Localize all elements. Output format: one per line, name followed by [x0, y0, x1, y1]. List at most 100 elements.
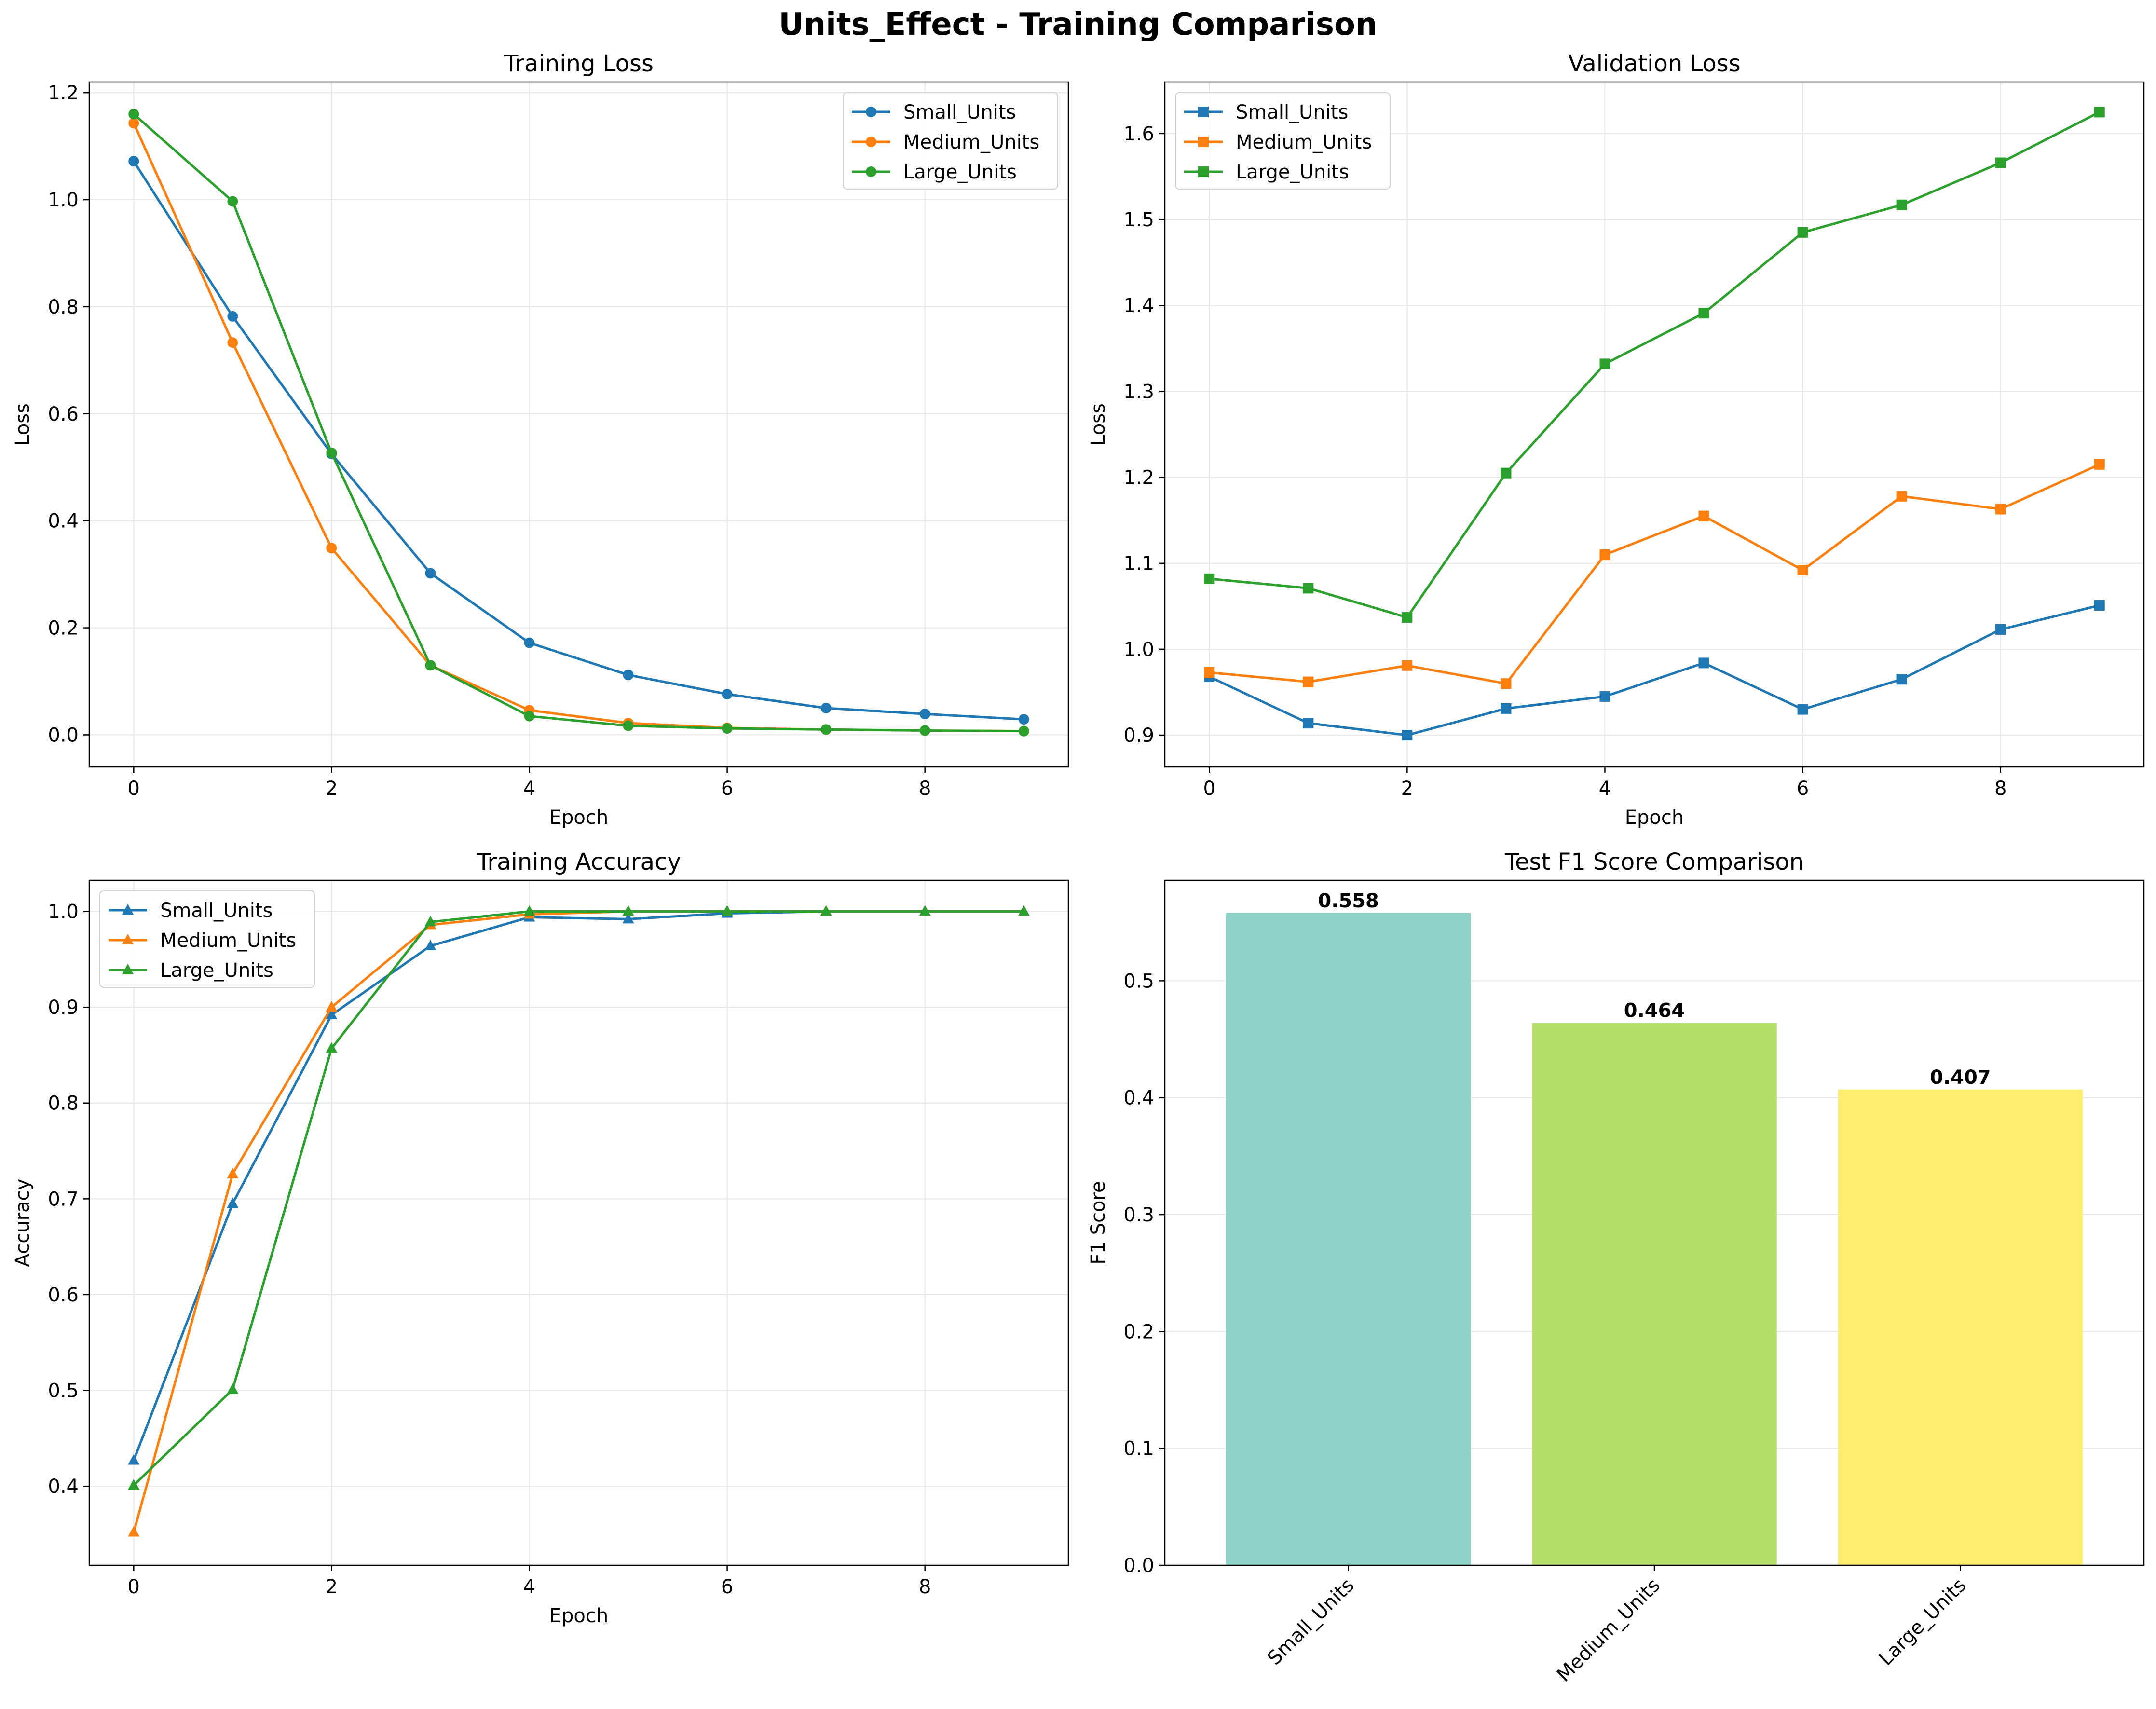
x-tick-label: 0	[128, 1576, 140, 1598]
data-point	[1599, 691, 1610, 702]
data-point	[326, 543, 337, 554]
data-point	[1698, 510, 1709, 521]
data-point	[326, 1001, 338, 1012]
data-point	[1204, 667, 1215, 678]
y-tick-label: 1.2	[1123, 467, 1154, 489]
data-point	[524, 711, 535, 722]
data-point	[425, 660, 436, 671]
legend-label: Large_Units	[1236, 161, 1349, 183]
data-point	[1501, 703, 1512, 714]
legend-label: Medium_Units	[1236, 131, 1372, 153]
data-point	[227, 311, 238, 322]
y-tick-label: 1.2	[48, 82, 79, 104]
y-tick-label: 0.2	[1123, 1321, 1154, 1343]
legend-box	[843, 92, 1058, 190]
data-point	[523, 905, 535, 916]
data-point	[919, 905, 931, 916]
data-point	[128, 118, 139, 129]
legend-marker	[1198, 107, 1209, 117]
x-tick-label: 8	[919, 778, 931, 800]
data-point	[2094, 459, 2105, 470]
bar-value-label: 0.407	[1930, 1066, 1991, 1089]
bar-value-label: 0.558	[1318, 890, 1379, 912]
plot-frame	[88, 81, 1069, 768]
data-point	[1896, 674, 1907, 685]
legend-marker	[122, 934, 134, 944]
x-tick-label: 4	[1599, 778, 1611, 800]
panel-test-f1: 0.0 0.1 0.2 0.3 0.4 0.5 0.558 Small_Units 0.464 M…	[1087, 848, 2145, 1686]
y-tick-label: 1.1	[1123, 553, 1154, 575]
x-tick-label: 4	[523, 1576, 535, 1598]
data-point	[1501, 467, 1512, 479]
y-tick-label: 0.7	[48, 1188, 79, 1210]
data-point	[227, 196, 238, 207]
legend-marker	[122, 904, 134, 915]
series-line	[133, 113, 1024, 733]
x-tick-label: 2	[326, 1576, 338, 1598]
data-point	[1501, 678, 1512, 689]
data-point	[1896, 199, 1907, 210]
panel-training-accuracy: 0 2 4 6 8 0.4 0.5 0.6 0.7 0.8 0.9 1.0 Training Accur…	[12, 848, 1069, 1627]
data-point	[128, 1526, 140, 1537]
data-point	[1204, 573, 1215, 584]
x-axis-label: Epoch	[549, 1605, 608, 1627]
panel-title: Test F1 Score Comparison	[1504, 848, 1804, 875]
legend: Small_Units Medium_Units Large_Units	[1175, 92, 1391, 190]
data-point	[1698, 308, 1709, 319]
y-axis-label: F1 Score	[1087, 1181, 1109, 1264]
bar-value-label: 0.464	[1624, 1000, 1685, 1022]
x-tick-label: 2	[1401, 778, 1413, 800]
plot-frame	[88, 879, 1069, 1566]
y-tick-label: 0.8	[48, 1093, 79, 1115]
bar	[1838, 1089, 2083, 1565]
legend-marker	[866, 137, 876, 147]
data-point	[1599, 358, 1610, 369]
data-point	[2094, 600, 2105, 611]
y-axis-label: Loss	[1087, 403, 1109, 446]
data-point	[722, 689, 733, 700]
bar	[1532, 1023, 1777, 1565]
x-tick-label: 0	[1203, 778, 1215, 800]
figure-title: Units_Effect - Training Comparison	[778, 7, 1378, 42]
series-line	[1209, 463, 2100, 685]
legend-label: Large_Units	[160, 959, 273, 982]
x-tick-label: Medium_Units	[1553, 1574, 1665, 1686]
y-tick-label: 1.0	[48, 189, 79, 211]
legend-marker	[1198, 137, 1209, 147]
y-tick-label: 0.5	[48, 1380, 79, 1402]
data-point	[623, 670, 634, 681]
data-point	[1402, 730, 1413, 741]
legend-marker	[1198, 166, 1209, 177]
data-point	[1303, 718, 1314, 729]
y-tick-label: 0.0	[1123, 1555, 1154, 1577]
series-line	[133, 160, 1024, 721]
data-point	[820, 905, 832, 916]
data-point	[1018, 714, 1029, 725]
y-tick-label: 1.3	[1123, 381, 1154, 403]
series-line	[132, 910, 1024, 1461]
y-tick-label: 1.0	[1123, 639, 1154, 661]
panel-title: Training Accuracy	[476, 848, 681, 875]
data-point	[128, 1454, 140, 1465]
data-point	[1018, 725, 1029, 737]
panel-validation-loss: 0 2 4 6 8 0.9 1.0 1.1 1.2 1.3 1.4 1.5 1.6 Validation …	[1087, 50, 2145, 829]
y-tick-label: 0.3	[1123, 1204, 1154, 1226]
data-point	[326, 447, 337, 458]
y-tick-label: 0.4	[1123, 1087, 1154, 1109]
data-point	[1303, 676, 1314, 687]
y-tick-label: 1.0	[48, 901, 79, 923]
legend-box	[1175, 92, 1391, 190]
data-point	[1995, 157, 2006, 168]
data-point	[1303, 583, 1314, 594]
legend-label: Medium_Units	[160, 930, 296, 952]
x-tick-label: Large_Units	[1875, 1574, 1971, 1670]
x-tick-label: 8	[1994, 778, 2006, 800]
legend-box	[99, 890, 315, 988]
data-point	[128, 109, 139, 120]
data-point	[1797, 564, 1808, 575]
series-line	[132, 910, 1024, 1533]
data-point	[425, 568, 436, 579]
x-axis-label: Epoch	[549, 807, 608, 829]
data-point	[919, 709, 930, 720]
